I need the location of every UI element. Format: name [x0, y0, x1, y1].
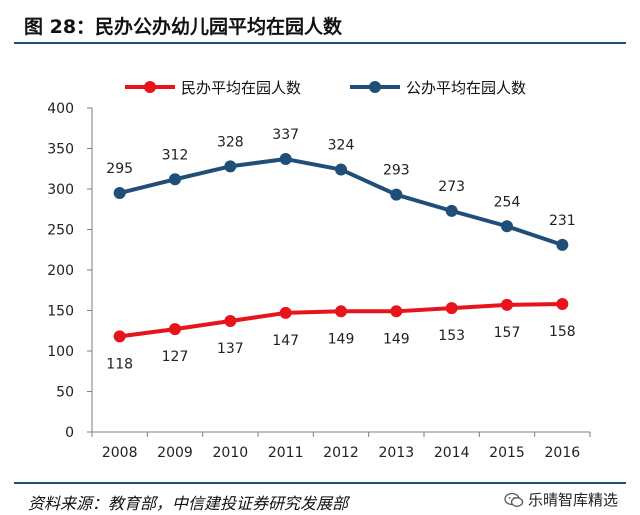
data-label: 231	[549, 213, 576, 229]
y-tick-label: 100	[47, 344, 74, 360]
line-chart: 民办平均在园人数 公办平均在园人数 0 50 100 150 200 250 300 350 40…	[47, 79, 591, 461]
data-point	[556, 298, 569, 311]
x-tick-label: 2015	[489, 445, 525, 461]
legend-swatch-marker	[144, 81, 156, 93]
data-label: 273	[438, 179, 465, 195]
legend-label: 公办平均在园人数	[406, 79, 526, 97]
data-label: 324	[328, 138, 355, 154]
legend-item: 民办平均在园人数	[125, 79, 301, 97]
source-note: 资料来源：教育部，中信建投证券研究发展部	[28, 494, 349, 513]
x-tick-label: 2008	[102, 445, 138, 461]
data-label: 295	[106, 161, 133, 177]
data-point	[335, 163, 347, 176]
x-tick-label: 2016	[545, 445, 581, 461]
x-tick-label: 2009	[157, 445, 193, 461]
data-label: 149	[328, 331, 355, 347]
y-tick-label: 400	[47, 101, 74, 117]
figure-footer: 资料来源：教育部，中信建投证券研究发展部 乐晴智库精选	[14, 482, 626, 515]
series-public: 295 312 328 337 324 293 273 254 231	[106, 127, 576, 251]
data-label: 254	[494, 194, 521, 210]
data-point	[390, 188, 403, 201]
legend-label: 民办平均在园人数	[181, 79, 301, 97]
chart-legend: 民办平均在园人数 公办平均在园人数	[125, 79, 526, 97]
watermark: 乐晴智库精选	[504, 489, 618, 510]
data-point	[169, 173, 181, 186]
data-label: 147	[272, 333, 299, 349]
legend-item: 公办平均在园人数	[350, 79, 526, 97]
data-label: 137	[217, 341, 244, 357]
data-label: 337	[272, 127, 299, 143]
data-label: 328	[217, 134, 244, 150]
y-tick-label: 0	[65, 425, 74, 441]
x-tick-label: 2011	[268, 445, 304, 461]
y-axis: 0 50 100 150 200 250 300 350 400	[47, 101, 93, 441]
x-tick-label: 2010	[213, 445, 249, 461]
y-tick-label: 300	[47, 182, 74, 198]
x-axis: 2008 2009 2010 2011 2012 2013 2014 2015 2016	[91, 431, 591, 461]
data-label: 153	[438, 328, 465, 344]
figure-header: 图 28：民办公办幼儿园平均在园人数	[14, 10, 626, 44]
data-point	[279, 306, 292, 319]
chart-series: 118 127 137 147 149 149 153 157 158 295 312 328 337 3…	[106, 127, 575, 372]
data-point	[501, 220, 513, 233]
series-private: 118 127 137 147 149 149 153 157 158	[106, 298, 576, 372]
data-point	[501, 298, 513, 311]
data-label: 157	[494, 325, 521, 341]
wechat-icon	[504, 492, 524, 507]
x-tick-label: 2012	[323, 445, 359, 461]
data-label: 293	[383, 163, 410, 179]
data-point	[113, 330, 126, 343]
legend-swatch-marker	[369, 81, 381, 93]
data-point	[445, 204, 458, 217]
y-tick-label: 350	[47, 142, 74, 158]
figure-title: 图 28：民办公办幼儿园平均在园人数	[24, 16, 343, 38]
data-label: 127	[162, 349, 189, 365]
data-point	[390, 305, 403, 318]
x-tick-label: 2014	[434, 445, 470, 461]
x-tick-label: 2013	[379, 445, 415, 461]
y-tick-label: 250	[47, 223, 74, 239]
data-label: 149	[383, 331, 410, 347]
data-point	[224, 160, 237, 173]
data-label: 118	[106, 356, 133, 372]
data-point	[113, 187, 126, 200]
data-point	[445, 302, 458, 315]
y-tick-label: 50	[56, 385, 74, 401]
data-point	[224, 315, 237, 328]
y-tick-label: 200	[47, 263, 74, 279]
data-label: 312	[162, 147, 189, 163]
data-point	[335, 305, 347, 318]
watermark-text: 乐晴智库精选	[527, 491, 618, 509]
y-tick-label: 150	[47, 304, 74, 320]
data-point	[169, 323, 181, 336]
data-label: 158	[549, 324, 576, 340]
data-point	[556, 238, 569, 251]
data-point	[279, 153, 292, 166]
